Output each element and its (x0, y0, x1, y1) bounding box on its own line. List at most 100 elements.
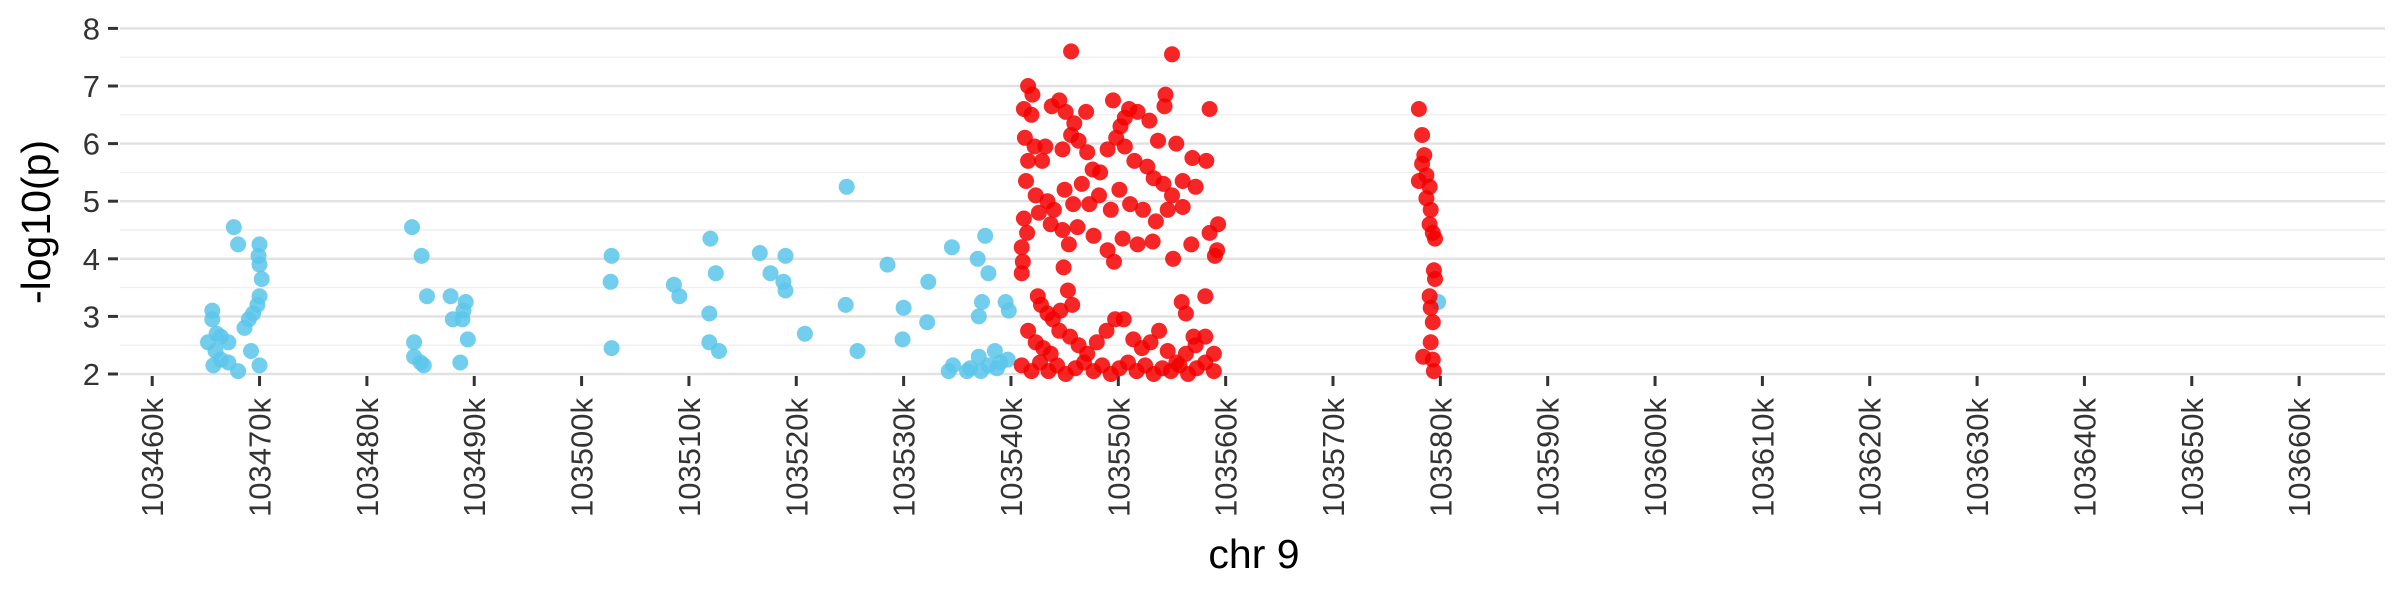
snp-point-red (1122, 196, 1139, 213)
snp-point-red (1085, 227, 1102, 244)
snp-point-blue (895, 299, 912, 316)
snp-point-blue (413, 247, 430, 264)
data-points (200, 43, 1447, 382)
x-tick-label: 103460k (135, 398, 170, 517)
snp-point-red (1078, 103, 1095, 120)
snp-point-blue (796, 325, 813, 342)
snp-point-red (1116, 138, 1133, 155)
snp-point-red (1164, 46, 1180, 63)
snp-point-red (1105, 92, 1121, 109)
y-tick-label: 5 (83, 184, 100, 219)
snp-point-blue (459, 331, 476, 348)
snp-point-blue (970, 308, 987, 325)
x-tick-label: 103580k (1423, 398, 1458, 517)
snp-point-blue (230, 236, 247, 253)
y-tick-label: 6 (83, 127, 100, 162)
snp-point-red (1027, 187, 1044, 204)
snp-point-red (1065, 196, 1082, 213)
snp-point-red (1147, 213, 1164, 230)
snp-point-blue (603, 247, 620, 264)
snp-point-red (1201, 101, 1218, 117)
snp-point-blue (243, 343, 259, 359)
y-tick-label: 2 (83, 357, 100, 392)
x-tick-label: 103500k (565, 398, 600, 517)
snp-point-red (1114, 230, 1131, 247)
snp-point-red (1129, 236, 1146, 253)
x-tick-label: 103550k (1101, 398, 1136, 517)
snp-point-red (1079, 144, 1096, 161)
snp-point-red (1018, 173, 1034, 189)
snp-point-red (1111, 181, 1128, 198)
y-tick-label: 7 (83, 69, 100, 104)
snp-point-blue (251, 236, 268, 253)
snp-point-red (1159, 201, 1176, 218)
snp-point-red (1177, 305, 1194, 322)
snp-point-red (1013, 265, 1030, 282)
snp-point-red (1015, 210, 1032, 227)
snp-point-red (1187, 178, 1204, 195)
snp-point-red (1174, 199, 1191, 215)
y-tick-label: 8 (83, 11, 100, 46)
snp-point-blue (762, 265, 779, 282)
snp-point-red (1159, 343, 1176, 359)
snp-point-blue (205, 357, 222, 374)
snp-point-red (1421, 288, 1438, 305)
snp-point-red (1088, 334, 1105, 351)
snp-point-blue (701, 305, 718, 322)
snp-point-blue (225, 219, 242, 236)
snp-point-blue (894, 331, 911, 348)
x-tick-label: 103570k (1316, 398, 1351, 517)
snp-point-blue (945, 357, 961, 374)
snp-point-blue (707, 265, 724, 282)
x-tick-label: 103520k (779, 398, 814, 517)
snp-point-blue (751, 245, 768, 261)
snp-point-red (1070, 132, 1087, 149)
x-tick-label: 103560k (1209, 398, 1244, 517)
snp-point-red (1019, 224, 1036, 241)
snp-point-red (1126, 152, 1143, 169)
snp-point-blue (404, 219, 420, 236)
snp-point-red (1034, 152, 1051, 169)
snp-point-blue (204, 311, 221, 328)
snp-point-red (1410, 101, 1427, 117)
snp-point-red (1013, 239, 1030, 256)
snp-point-red (1106, 253, 1122, 270)
x-axis-title: chr 9 (1208, 531, 1299, 577)
snp-point-red (1155, 175, 1172, 192)
snp-point-red (1168, 135, 1185, 152)
snp-point-red (1135, 201, 1151, 218)
snp-point-red (1427, 230, 1443, 247)
x-tick-label: 103660k (2282, 398, 2317, 517)
x-tick-label: 103510k (672, 398, 707, 517)
snp-point-red (1059, 282, 1076, 299)
x-tick-label: 103590k (1531, 398, 1566, 517)
snp-point-red (1141, 112, 1158, 129)
snp-point-red (1422, 299, 1439, 316)
snp-point-blue (230, 363, 247, 380)
snp-point-blue (406, 334, 423, 351)
snp-point-blue (777, 247, 794, 264)
x-tick-label: 103470k (243, 398, 278, 517)
snp-point-blue (602, 273, 619, 290)
snp-point-blue (777, 282, 794, 299)
snp-point-blue (442, 288, 459, 305)
snp-point-red (1057, 103, 1074, 120)
snp-point-blue (711, 343, 727, 359)
snp-point-blue (837, 296, 854, 313)
snp-point-red (1014, 253, 1031, 270)
snp-point-blue (992, 354, 1009, 371)
snp-point-blue (603, 340, 620, 357)
snp-point-red (1142, 334, 1159, 351)
snp-point-red (1164, 187, 1180, 204)
snp-point-red (1024, 86, 1041, 103)
snp-point-blue (454, 311, 471, 328)
snp-point-red (1073, 175, 1090, 192)
snp-point-red (1063, 43, 1080, 60)
snp-point-red (1055, 259, 1072, 276)
snp-point-red (1184, 150, 1201, 166)
snp-point-red (1023, 106, 1040, 123)
x-tick-label: 103530k (887, 398, 922, 517)
snp-point-red (1174, 173, 1191, 189)
snp-point-red (1414, 127, 1431, 143)
